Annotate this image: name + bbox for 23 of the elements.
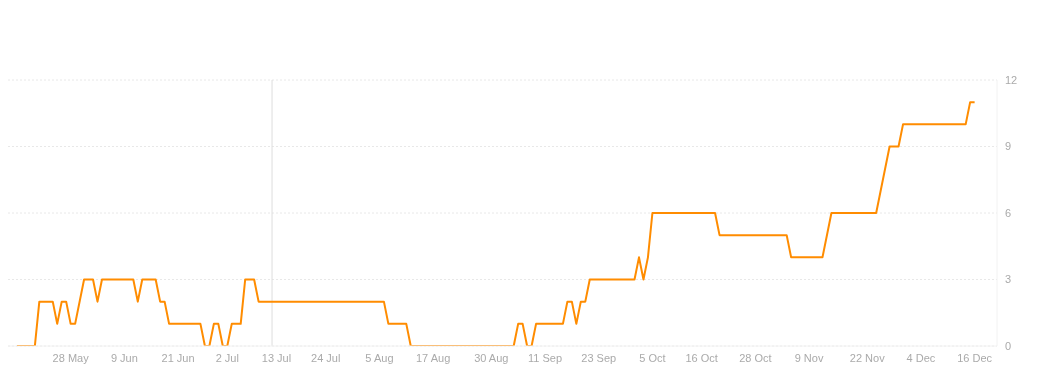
- x-tick-label: 28 Oct: [739, 351, 772, 364]
- x-tick-label: 22 Nov: [849, 351, 886, 364]
- x-tick-label: 13 Jul: [261, 351, 292, 364]
- x-tick-label: 2 Jul: [215, 351, 239, 364]
- x-tick-label: 17 Aug: [416, 351, 451, 364]
- x-tick-label: 5 Aug: [365, 351, 394, 364]
- x-tick-label: 9 Jun: [110, 351, 138, 364]
- x-tick-label: 11 Sep: [527, 351, 563, 364]
- x-tick-label: 28 May: [52, 351, 90, 364]
- y-tick-label: 6: [1005, 206, 1012, 219]
- y-tick-label: 12: [1005, 73, 1018, 86]
- x-tick-label: 16 Oct: [685, 351, 718, 364]
- y-tick-label: 3: [1005, 273, 1012, 286]
- y-tick-label: 0: [1005, 339, 1012, 352]
- x-tick-label: 5 Oct: [639, 351, 666, 364]
- x-tick-label: 4 Dec: [906, 351, 936, 364]
- x-tick-label: 9 Nov: [794, 351, 824, 364]
- x-tick-label: 23 Sep: [581, 351, 617, 364]
- x-tick-label: 30 Aug: [474, 351, 509, 364]
- y-tick-label: 9: [1005, 140, 1012, 153]
- x-tick-label: 21 Jun: [161, 351, 195, 364]
- x-tick-label: 24 Jul: [311, 351, 341, 364]
- x-tick-label: 16 Dec: [957, 351, 993, 364]
